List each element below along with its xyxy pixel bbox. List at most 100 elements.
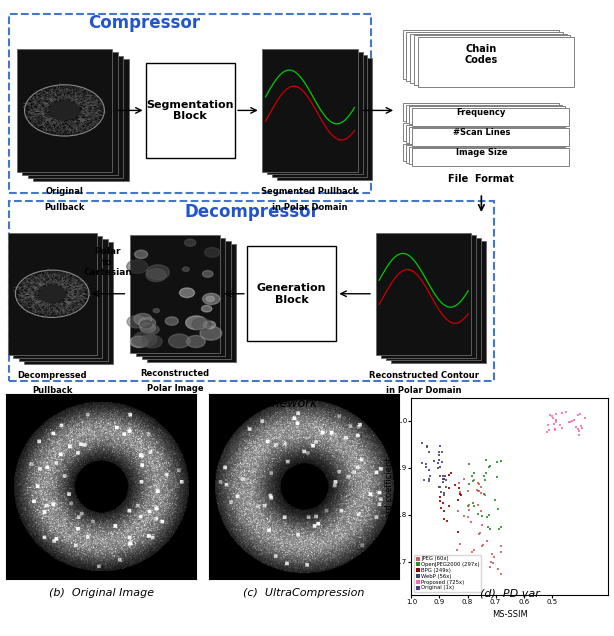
Text: Original: Original [45, 187, 84, 197]
Point [573, 424, 583, 434]
Bar [9, 201, 494, 380]
Point [453, 544, 462, 555]
Circle shape [139, 317, 155, 328]
Circle shape [182, 267, 189, 272]
Bar [17, 50, 112, 172]
Point [474, 529, 484, 539]
Circle shape [142, 335, 152, 342]
Point [421, 459, 431, 469]
Bar [28, 55, 123, 178]
Point [444, 483, 454, 493]
Point [435, 481, 445, 492]
Point [435, 496, 445, 506]
Point [478, 540, 488, 550]
Point [476, 482, 486, 492]
Point [465, 459, 475, 469]
Bar [406, 125, 562, 142]
Text: (c)  UltraCompression: (c) UltraCompression [243, 588, 365, 598]
Point [555, 420, 565, 430]
Point [558, 408, 567, 418]
Point [454, 478, 464, 488]
Bar [147, 244, 236, 363]
Point [494, 524, 504, 534]
Point [490, 495, 500, 505]
Point [473, 509, 483, 519]
Point [456, 490, 465, 500]
Bar [381, 235, 476, 357]
Bar [136, 238, 225, 356]
Point [485, 562, 495, 572]
Point [464, 479, 474, 489]
Circle shape [179, 288, 195, 298]
Point [469, 467, 479, 478]
Point [573, 410, 583, 420]
Point [480, 475, 490, 485]
Bar [409, 127, 565, 144]
Point [543, 420, 553, 430]
Circle shape [130, 336, 148, 347]
Legend: JPEG (60x), OpenJPEG2000 (297x), BPG (249x), WebP (56x), Proposed (725x), Origin: JPEG (60x), OpenJPEG2000 (297x), BPG (24… [414, 555, 481, 592]
Point [481, 455, 491, 466]
Circle shape [201, 305, 212, 312]
Circle shape [141, 321, 152, 328]
Bar [268, 52, 362, 174]
Point [450, 480, 460, 490]
Bar [278, 58, 372, 180]
Point [495, 522, 505, 532]
Point [561, 407, 571, 417]
Text: Reconstructed: Reconstructed [141, 369, 209, 378]
Y-axis label: Jaccard coefficient: Jaccard coefficient [386, 457, 395, 535]
Bar [412, 108, 569, 126]
Point [441, 475, 451, 485]
Point [575, 409, 585, 419]
Point [438, 471, 448, 481]
Circle shape [134, 314, 152, 325]
Bar [403, 103, 559, 121]
Text: Decompressor: Decompressor [184, 203, 319, 221]
Point [438, 506, 448, 516]
Text: Decompressed: Decompressed [17, 371, 87, 380]
Bar [9, 14, 371, 193]
Point [565, 417, 575, 427]
Text: Pullback: Pullback [44, 203, 85, 212]
Point [477, 520, 487, 530]
Point [477, 541, 487, 551]
Circle shape [185, 316, 207, 329]
Point [473, 486, 483, 496]
Point [422, 442, 432, 452]
Point [438, 477, 448, 487]
Point [439, 490, 449, 501]
Point [483, 522, 493, 532]
Point [467, 547, 477, 557]
Point [444, 501, 454, 511]
Point [435, 447, 445, 457]
Bar [403, 144, 559, 162]
Bar [263, 50, 358, 172]
Point [424, 474, 433, 484]
Circle shape [165, 317, 178, 325]
Point [437, 503, 446, 513]
Circle shape [39, 285, 66, 303]
Bar [403, 30, 559, 79]
Point [464, 505, 474, 515]
Point [433, 463, 443, 473]
Point [467, 471, 477, 481]
Point [453, 495, 462, 506]
Point [441, 481, 451, 492]
Point [569, 415, 578, 425]
Point [492, 457, 502, 467]
Point [435, 462, 445, 473]
Text: Segmented Pullback: Segmented Pullback [262, 187, 359, 197]
Bar [391, 241, 486, 363]
Point [439, 488, 449, 498]
Point [548, 413, 558, 424]
Point [429, 456, 439, 466]
Point [435, 471, 445, 481]
Point [550, 424, 560, 434]
Circle shape [203, 321, 216, 329]
Point [485, 524, 495, 534]
Point [418, 458, 427, 468]
Point [551, 417, 561, 427]
Bar [386, 238, 481, 361]
Point [542, 427, 551, 437]
